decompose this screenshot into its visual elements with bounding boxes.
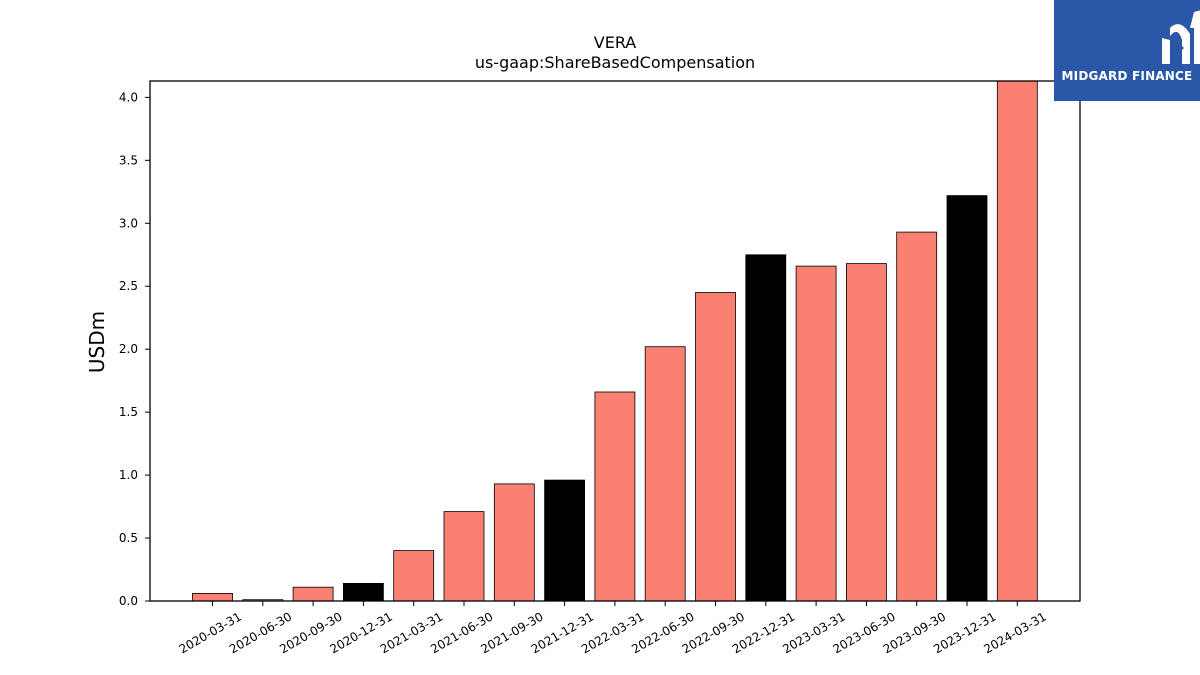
bar-2021-03-31 xyxy=(393,550,435,602)
bar-2021-06-30 xyxy=(443,511,485,602)
chart-title: VERA xyxy=(594,33,637,52)
logo-text: MIDGARD FINANCE xyxy=(1061,69,1193,83)
bar-2020-09-30 xyxy=(292,586,334,602)
bar-2023-03-31 xyxy=(795,265,837,602)
bar-2020-03-31 xyxy=(192,593,233,602)
y-tick-label: 2.0 xyxy=(119,342,138,356)
bar-2022-03-31 xyxy=(594,391,636,602)
y-tick-label: 1.5 xyxy=(119,405,138,419)
y-tick-label: 4.0 xyxy=(119,90,138,104)
chart-subtitle: us-gaap:ShareBasedCompensation xyxy=(475,53,755,72)
y-tick-label: 3.0 xyxy=(119,216,138,230)
midgard-logo-icon xyxy=(1162,10,1200,64)
bar-2024-03-31 xyxy=(996,80,1038,602)
bar-2021-12-31 xyxy=(544,479,585,602)
bar-2023-06-30 xyxy=(846,263,887,602)
bar-2023-12-31 xyxy=(946,195,988,602)
bar-2023-09-30 xyxy=(896,231,938,602)
y-tick-label: 2.5 xyxy=(119,279,138,293)
y-axis: 0.0 0.5 1.0 1.5 2.0 2.5 3.0 3.5 4.0 xyxy=(119,90,150,608)
midgard-finance-logo: MIDGARD FINANCE xyxy=(1054,0,1200,101)
y-tick-label: 3.5 xyxy=(119,153,138,167)
y-tick-label: 0.5 xyxy=(119,531,138,545)
y-tick-label: 1.0 xyxy=(119,468,138,482)
bar-2022-12-31 xyxy=(745,254,787,602)
x-axis: 2020-03-312020-06-302020-09-302020-12-31… xyxy=(177,601,1049,656)
bar-2020-12-31 xyxy=(342,583,384,602)
bars-group xyxy=(192,80,1038,602)
y-tick-label: 0.0 xyxy=(119,594,138,608)
y-axis-label: USDm xyxy=(85,311,109,373)
bar-2022-09-30 xyxy=(695,292,736,602)
bar-2022-06-30 xyxy=(644,346,686,602)
bar-2021-09-30 xyxy=(493,483,535,602)
